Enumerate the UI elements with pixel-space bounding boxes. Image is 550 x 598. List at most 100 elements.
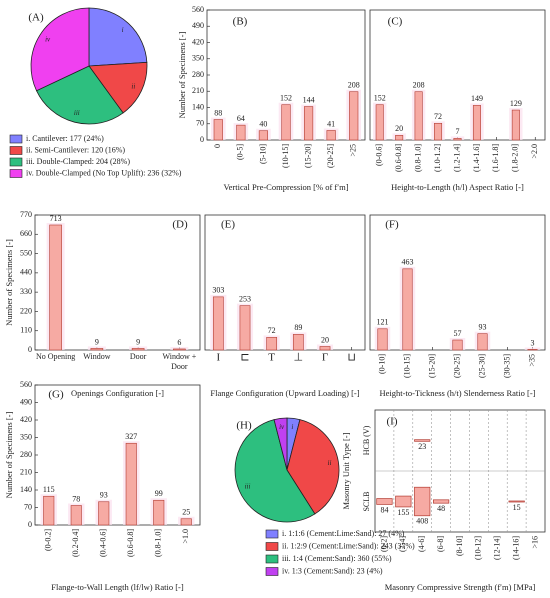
pie-slice [35, 65, 124, 125]
y-tick-label: 330 [20, 287, 32, 296]
slice-label: ii [328, 459, 332, 467]
y-tick-label: 560 [192, 5, 204, 14]
bar-glow [524, 347, 541, 350]
bar [153, 499, 165, 526]
bar [527, 349, 538, 351]
bar [326, 130, 336, 141]
legend-label: iii. Double-Clamped: 204 (28%) [26, 157, 130, 166]
panel-label: (D) [172, 219, 188, 231]
value-label: 99 [155, 489, 163, 498]
x-tick-label: >25 [349, 144, 358, 157]
slice-label: iv [45, 35, 51, 43]
y-tick-label: 350 [20, 432, 32, 441]
y-tick-label: 140 [192, 102, 204, 111]
bar [395, 135, 404, 141]
x-tick-label: (5-10] [258, 144, 267, 164]
bar [131, 348, 145, 351]
y-tick-label: 0 [28, 520, 32, 529]
x-tick-label: (0-10] [377, 354, 386, 374]
x-tick-label: (1.6-1.8] [491, 144, 500, 172]
bar [173, 348, 186, 351]
bar [258, 130, 269, 141]
x-tick-label: (0.4-0.6] [99, 529, 108, 557]
y-tick-label: 210 [192, 86, 204, 95]
y-axis-label: Number of Specimens [-] [4, 412, 14, 499]
legend-label: i. Cantilever: 177 (24%) [26, 134, 104, 143]
panel-label: (A) [28, 12, 44, 24]
x-tick-label: Window [83, 352, 111, 361]
value-label: 15 [513, 503, 521, 512]
value-label: 89 [294, 323, 302, 332]
x-tick-label: (2-4] [398, 536, 407, 552]
value-label: 121 [377, 318, 389, 327]
legend-swatch [265, 542, 279, 551]
panel-label: (E) [221, 219, 235, 231]
x-axis-label: Height-to-Length (h/l) Aspect Ratio [-] [391, 182, 524, 192]
x-tick-label: (10-12] [474, 536, 483, 560]
x-tick-label: (20-25] [326, 144, 335, 168]
bar [236, 124, 246, 141]
x-tick-label: (1.2-1.4] [452, 144, 461, 172]
bar [212, 296, 224, 351]
y-axis-label: Masonry Unit Type [-] [341, 432, 351, 509]
x-tick-label: (20-25] [452, 354, 461, 378]
value-label: 72 [268, 326, 276, 335]
legend-swatch [265, 529, 279, 539]
legend-label: iv. Double-Clamped (No Top Uplift): 236 … [26, 168, 182, 177]
value-label: 78 [72, 494, 80, 503]
x-tick-label: >16 [530, 536, 539, 549]
bar [472, 105, 481, 141]
legend-label: ii. 1:2:9 (Cement:Lime:Sand): 243 (37%) [282, 541, 415, 550]
x-tick-label: (12-14] [493, 536, 502, 560]
x-tick-label: ⊔ [347, 352, 356, 364]
value-label: 152 [374, 94, 386, 103]
bar [511, 109, 520, 141]
x-tick-label: 0 [213, 144, 222, 148]
cell [414, 439, 431, 442]
legend-swatch [9, 157, 23, 167]
cell [508, 500, 525, 503]
legend-label: iii. 1:4 (Cement:Sand): 360 (55%) [282, 554, 392, 563]
x-axis-label: Height-to-Tickness (h/t) Slenderness Rat… [380, 388, 536, 398]
cell [376, 498, 393, 505]
bar [98, 501, 110, 526]
value-label: 84 [380, 505, 388, 514]
legend-swatch [9, 134, 23, 144]
bar [281, 104, 291, 141]
value-label: 88 [214, 108, 222, 117]
x-tick-label: (0.6-0.8] [394, 144, 403, 172]
value-label: 713 [50, 214, 62, 223]
value-label: 41 [327, 119, 335, 128]
value-label: 253 [239, 294, 251, 303]
x-tick-label: >35 [527, 354, 536, 367]
x-tick-label: (0-5] [236, 144, 245, 160]
slice-label: iv [279, 423, 285, 431]
x-tick-label: (30-35] [502, 354, 511, 378]
plot-frame [34, 384, 201, 526]
x-axis-label: Flange Configuration (Upward Loading) [-… [210, 388, 359, 398]
bar [180, 518, 192, 526]
bar [90, 348, 104, 351]
slice-label: iii [74, 109, 80, 117]
y-tick-label: 280 [192, 70, 204, 79]
bar [303, 106, 314, 141]
bar [452, 339, 463, 351]
value-label: 208 [413, 81, 425, 90]
y-tick-label: 70 [196, 119, 204, 128]
legend-swatch [9, 169, 23, 178]
x-tick-label: (1.0-1.2] [433, 144, 442, 172]
plot-frame [204, 214, 366, 351]
panel-label: (F) [385, 219, 399, 231]
x-tick-label: (14-16] [511, 536, 520, 560]
y-tick-label: 490 [192, 21, 204, 30]
pie-slice [234, 419, 316, 523]
x-axis-label: Flange-to-Wall Length (lf/lw) Ratio [-] [51, 582, 184, 592]
slice-label: i [291, 423, 293, 431]
value-label: 303 [212, 286, 224, 295]
y-tick-label: SCLB [362, 491, 371, 511]
x-tick-label: (0.6-0.8] [126, 529, 135, 557]
value-label: 155 [397, 508, 409, 517]
bar [375, 104, 384, 141]
x-tick-label: (10-15] [402, 354, 411, 378]
panel-label: (C) [388, 16, 403, 28]
